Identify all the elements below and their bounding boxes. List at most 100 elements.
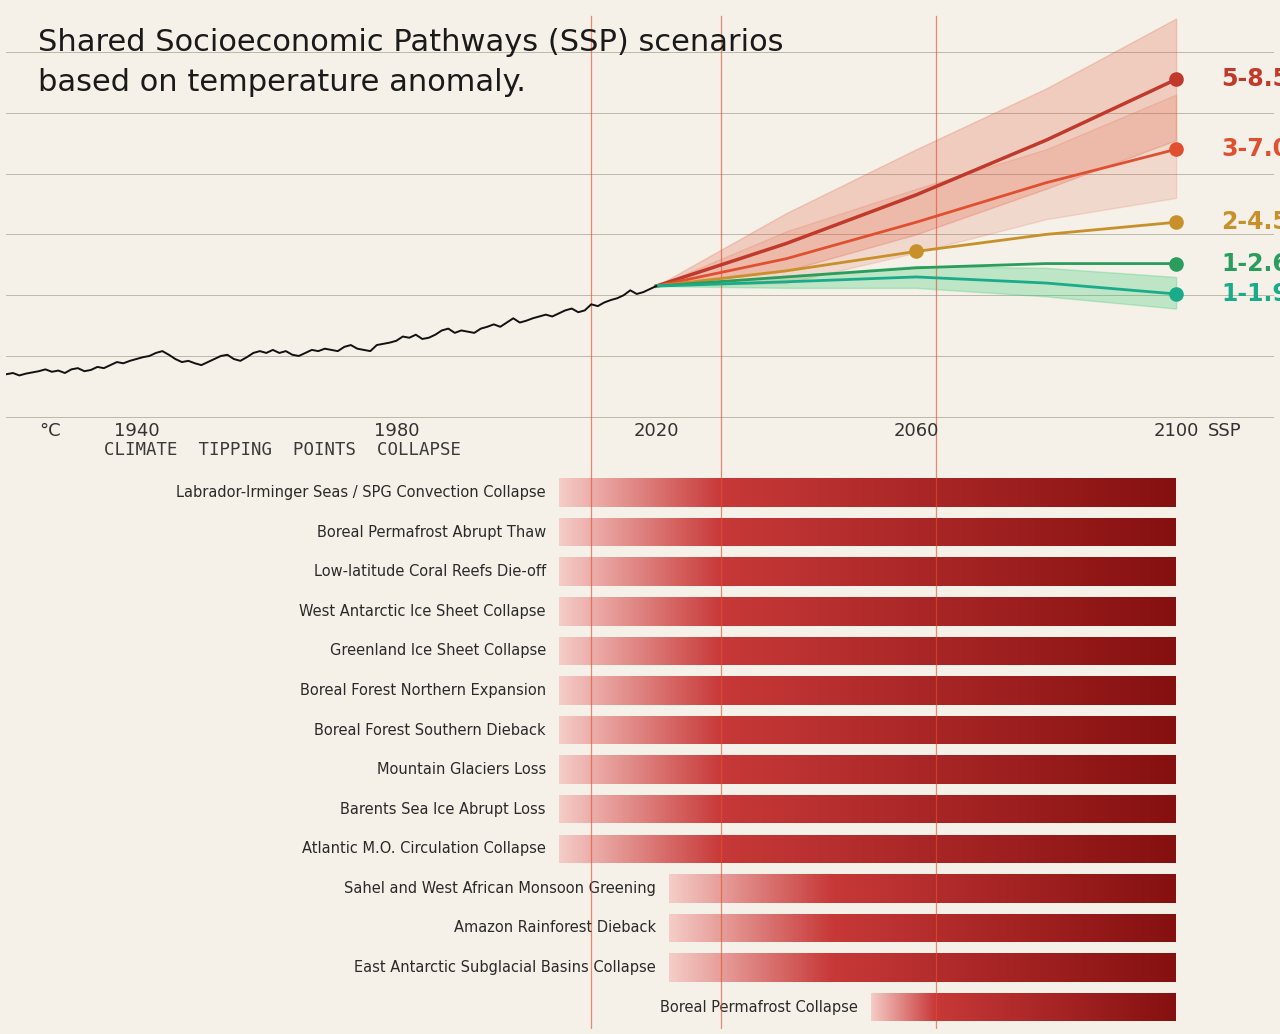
Bar (950, 676, 952, 705)
Bar (755, 597, 756, 626)
Bar (882, 479, 883, 507)
Bar (980, 834, 982, 863)
Bar (1106, 716, 1108, 744)
Bar (823, 834, 824, 863)
Bar (1130, 479, 1133, 507)
Bar (1097, 795, 1098, 823)
Bar (788, 557, 790, 586)
Bar (794, 557, 796, 586)
Bar (1055, 716, 1056, 744)
Bar (1162, 756, 1164, 784)
Bar (955, 716, 956, 744)
Bar (749, 795, 750, 823)
Bar (859, 676, 860, 705)
Bar (1088, 557, 1089, 586)
Bar (782, 756, 783, 784)
Bar (978, 795, 979, 823)
Bar (938, 479, 940, 507)
Bar (1046, 479, 1047, 507)
Bar (982, 557, 983, 586)
Bar (872, 597, 873, 626)
Bar (1120, 676, 1121, 705)
Bar (1110, 834, 1111, 863)
Bar (723, 479, 724, 507)
Bar (928, 834, 929, 863)
Bar (806, 637, 808, 665)
Bar (950, 637, 952, 665)
Bar (1088, 834, 1089, 863)
Bar (877, 676, 879, 705)
Bar (924, 716, 925, 744)
Bar (881, 795, 882, 823)
Bar (874, 676, 876, 705)
Bar (735, 676, 736, 705)
Bar (1112, 479, 1114, 507)
Bar (945, 756, 946, 784)
Bar (835, 716, 837, 744)
Bar (1126, 834, 1128, 863)
Bar (964, 795, 965, 823)
Bar (737, 756, 740, 784)
Bar (1064, 518, 1065, 546)
Bar (859, 597, 860, 626)
Bar (860, 716, 863, 744)
Bar (1061, 795, 1062, 823)
Bar (813, 795, 814, 823)
Bar (756, 597, 758, 626)
Bar (1158, 795, 1160, 823)
Bar (760, 834, 762, 863)
Bar (957, 676, 959, 705)
Bar (1073, 637, 1075, 665)
Bar (988, 479, 989, 507)
Bar (995, 518, 996, 546)
Bar (1055, 834, 1056, 863)
Bar (868, 676, 870, 705)
Bar (1110, 637, 1111, 665)
Bar (1020, 637, 1021, 665)
Bar (1143, 795, 1144, 823)
Bar (727, 637, 728, 665)
Text: Shared Socioeconomic Pathways (SSP) scenarios
based on temperature anomaly.: Shared Socioeconomic Pathways (SSP) scen… (38, 28, 783, 96)
Bar (1085, 479, 1087, 507)
Bar (1010, 834, 1011, 863)
Bar (749, 557, 750, 586)
Bar (826, 756, 827, 784)
Bar (1121, 518, 1123, 546)
Bar (721, 597, 723, 626)
Bar (1098, 834, 1101, 863)
Bar (924, 518, 925, 546)
Bar (938, 834, 940, 863)
Bar (792, 479, 794, 507)
Bar (815, 676, 817, 705)
Bar (1062, 518, 1064, 546)
Bar (859, 557, 860, 586)
Bar (1016, 795, 1019, 823)
Bar (790, 597, 791, 626)
Text: 1940: 1940 (114, 422, 159, 439)
Bar (1030, 716, 1032, 744)
Bar (881, 637, 882, 665)
Bar (957, 479, 959, 507)
Bar (972, 676, 973, 705)
Bar (826, 557, 827, 586)
Bar (1000, 597, 1002, 626)
Bar (956, 676, 957, 705)
Bar (905, 479, 906, 507)
Bar (758, 716, 759, 744)
Bar (745, 795, 748, 823)
Bar (923, 795, 924, 823)
Bar (803, 637, 805, 665)
Bar (867, 756, 868, 784)
Bar (1097, 834, 1098, 863)
Bar (868, 834, 870, 863)
Bar (988, 834, 989, 863)
Bar (1039, 795, 1041, 823)
Bar (1065, 795, 1068, 823)
Bar (838, 557, 840, 586)
Bar (1005, 557, 1006, 586)
Bar (941, 716, 942, 744)
Bar (850, 637, 851, 665)
Bar (997, 557, 998, 586)
Bar (1156, 795, 1158, 823)
Bar (929, 518, 931, 546)
